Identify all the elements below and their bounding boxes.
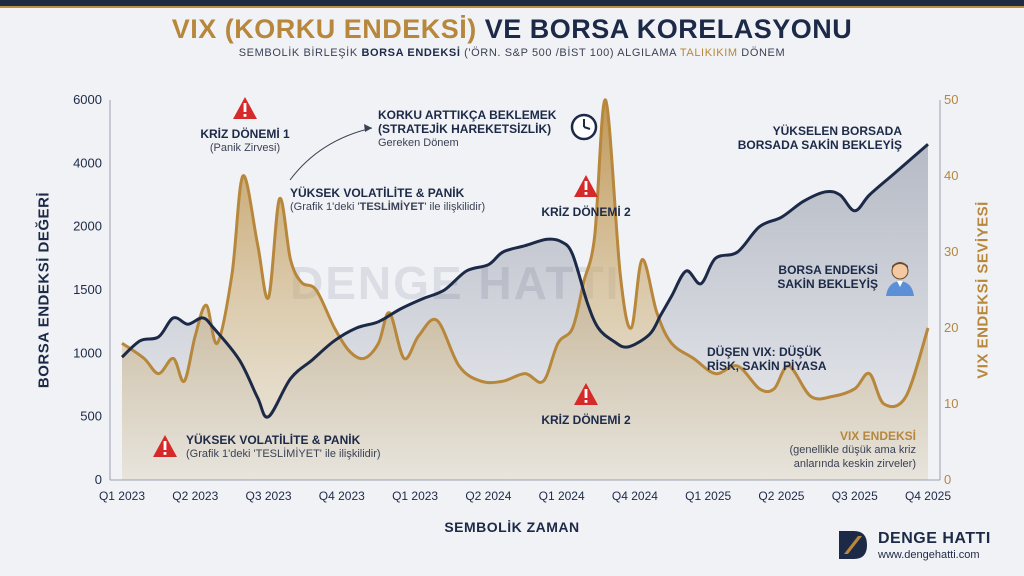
volatility-title: YÜKSEK VOLATİLİTE & PANİK [290,186,465,200]
x-axis-title: SEMBOLİK ZAMAN [444,519,580,535]
kriz1-annotation: KRİZ DÖNEMİ 1 (Panik Zirvesi) [180,127,310,155]
person-icon [886,262,914,296]
bottom-volatility-title: YÜKSEK VOLATİLİTE & PANİK [186,433,361,447]
sakin-annotation: BORSA ENDEKSİ SAKİN BEKLEYİŞ [730,263,878,291]
x-tick-label: Q1 2023 [99,489,145,503]
right-tick-label: 10 [944,396,958,411]
x-tick-label: Q2 2023 [172,489,218,503]
bottom-volatility-sub: (Grafik 1'deki 'TESLİMİYET' ile ilişkili… [186,448,381,460]
x-tick-label: Q3 2025 [832,489,878,503]
left-tick-label: 500 [80,409,102,424]
kriz1-title: KRİZ DÖNEMİ 1 [200,127,290,141]
yukselen-line-2: BORSADA SAKİN BEKLEYİŞ [737,138,902,152]
bottom-volatility-annotation: YÜKSEK VOLATİLİTE & PANİK (Grafik 1'deki… [186,433,466,461]
x-tick-label: Q2 2025 [758,489,804,503]
korku-annotation: KORKU ARTTIKÇA BEKLEMEK (STRATEJİK HAREK… [378,108,578,150]
dusen-line-2: RİSK, SAKİN PİYASA [707,359,827,373]
top-accent-bar [0,0,1024,6]
volatility-sub: (Grafik 1'deki 'TESLİMİYET' ile ilişkili… [290,200,550,214]
vix-series-line [121,98,930,409]
x-tick-label: Q1 2023 [392,489,438,503]
borsa-series-line [120,143,929,419]
left-tick-label: 4000 [73,155,102,170]
dusen-line-1: DÜŞEN VIX: DÜŞÜK [707,345,822,359]
kriz2-title: KRİZ DÖNEMİ 2 [541,205,631,219]
kriz2-bottom-annotation: KRİZ DÖNEMİ 2 [526,413,646,427]
logo-name: DENGE HATTI [878,530,991,547]
annotation-arrow [289,127,373,181]
x-tick-label: Q2 2024 [465,489,511,503]
title-part-gold: VIX (KORKU ENDEKSİ) [171,14,477,44]
yukselen-line-1: YÜKSELEN BORSADA [772,124,902,138]
vix-annotation-sub-1: (genellikle düşük ama kriz [789,444,916,456]
right-axis-title-text: VIX ENDEKSİ SEVİYESİ [974,201,992,379]
dusen-annotation: DÜŞEN VIX: DÜŞÜK RİSK, SAKİN PİYASA [707,345,867,373]
x-tick-label: Q4 2025 [905,489,951,503]
volatility-sub-bold: TESLİMİYET [359,201,425,213]
korku-title-1: KORKU ARTTIKÇA BEKLEMEK [378,108,557,122]
vix-annotation: VIX ENDEKSİ (genellikle düşük ama kriz a… [740,429,916,471]
yukselen-annotation: YÜKSELEN BORSADA BORSADA SAKİN BEKLEYİŞ [690,124,902,152]
volatility-sub-post: ' ile ilişkilidir) [424,201,486,213]
vix-area [122,99,928,480]
vix-annotation-title: VIX ENDEKSİ [839,429,916,443]
warning-triangle-icon [233,97,257,119]
x-tick-label: Q1 2025 [685,489,731,503]
right-tick-label: 30 [944,244,958,259]
x-tick-label: Q4 2024 [612,489,658,503]
warning-triangle-icon [574,175,598,197]
logo-mark-icon [839,531,867,559]
annotation-arrowhead [364,124,372,132]
page-subtitle: SEMBOLİK BİRLEŞİK BORSA ENDEKSİ ('ÖRN. S… [0,47,1024,59]
top-gold-line [0,6,1024,8]
subtitle-post: ('ÖRN. S&P 500 /BİST 100) ALGILAMA [460,47,680,59]
subtitle-end: DÖNEM [737,47,786,59]
title-part-navy: VE BORSA KORELASYONU [484,14,853,44]
vix-annotation-sub-2: anlarında keskin zirveler) [793,458,916,470]
volatility-annotation: YÜKSEK VOLATİLİTE & PANİK (Grafik 1'deki… [290,186,550,214]
volatility-sub-pre: (Grafik 1'deki ' [290,201,360,213]
page-title: VIX (KORKU ENDEKSİ) VE BORSA KORELASYONU [0,14,1024,45]
korku-title-2: (STRATEJİK HAREKETSİZLİK) [378,122,552,136]
clock-icon [570,113,598,141]
brand-logo[interactable]: DENGE HATTI www.dengehatti.com [836,526,1016,566]
left-axis-title-text: BORSA ENDEKSİ DEĞERİ [35,191,53,389]
logo-url[interactable]: www.dengehatti.com [878,549,980,561]
x-tick-label: Q1 2024 [539,489,585,503]
right-tick-label: 0 [944,472,951,487]
x-tick-label: Q3 2023 [246,489,292,503]
warning-triangle-icon [574,383,598,405]
warning-triangle-icon [153,435,177,457]
subtitle-bold: BORSA ENDEKSİ [361,47,461,59]
left-tick-label: 6000 [73,92,102,107]
subtitle-pre: SEMBOLİK BİRLEŞİK [238,47,362,59]
left-tick-label: 1500 [73,282,102,297]
right-tick-label: 50 [944,92,958,107]
right-tick-label: 20 [944,320,958,335]
sakin-line-1: BORSA ENDEKSİ [778,263,878,277]
left-tick-label: 0 [95,472,102,487]
kriz1-sub: (Panik Zirvesi) [209,142,281,154]
right-tick-label: 40 [944,168,958,183]
left-tick-label: 2000 [73,219,102,234]
kriz2-annotation: KRİZ DÖNEMİ 2 [526,205,646,219]
x-tick-label: Q4 2023 [319,489,365,503]
subtitle-gold: TALIKIKIM [679,47,738,59]
kriz2-bottom-title: KRİZ DÖNEMİ 2 [541,413,631,427]
sakin-line-2: SAKİN BEKLEYİŞ [777,277,878,291]
left-tick-label: 1000 [73,345,102,360]
korku-sub: Gereken Dönem [378,137,459,149]
